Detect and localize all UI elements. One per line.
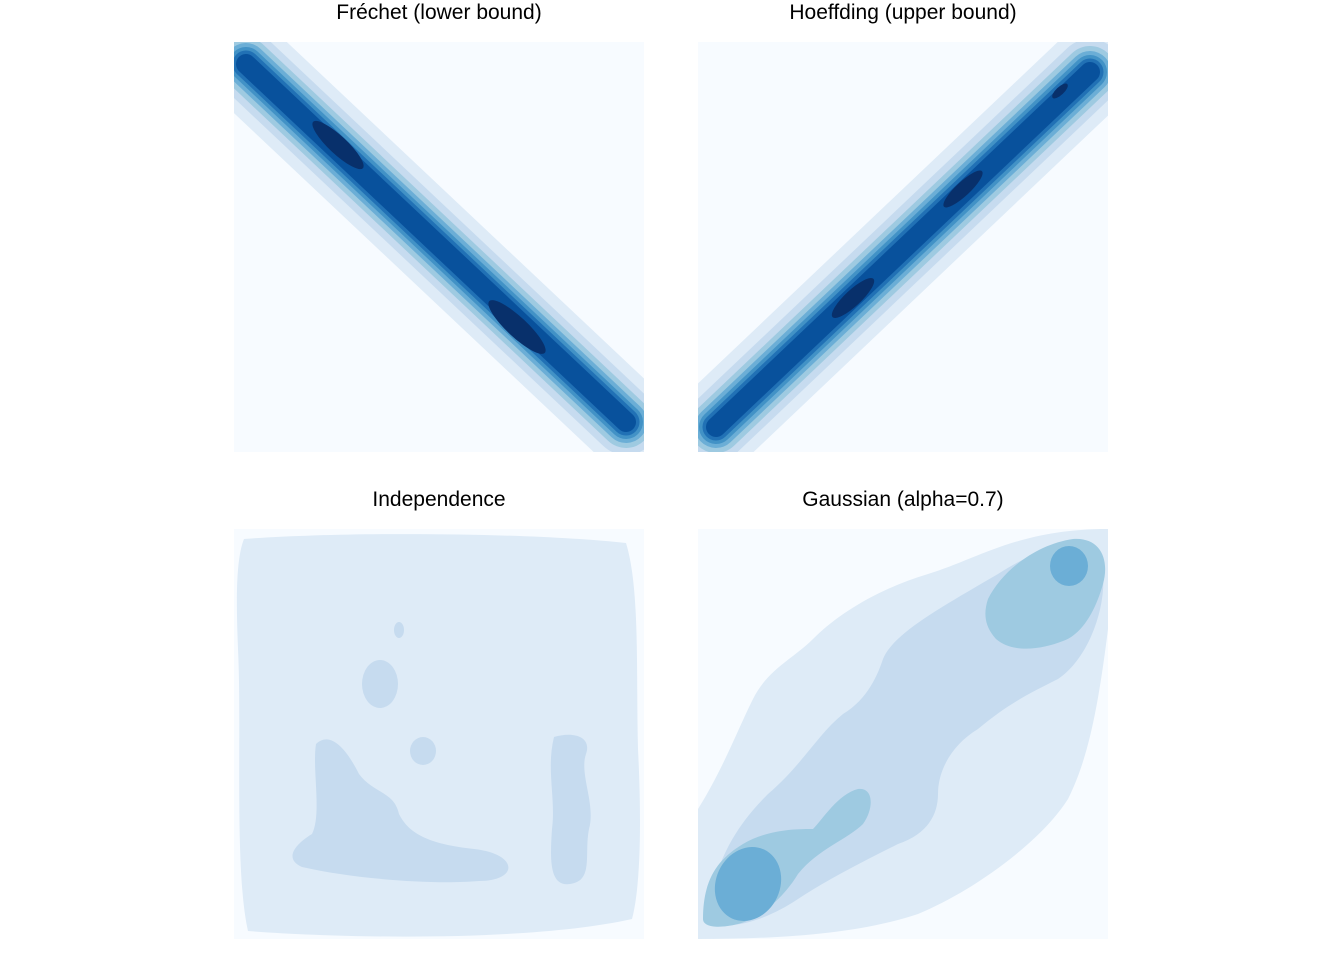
density-level-2	[292, 739, 509, 883]
hoeffding-density-plot	[698, 42, 1108, 452]
density-peak-level-8	[488, 300, 546, 354]
density-band-level-7	[706, 62, 1100, 437]
density-band-level-7	[236, 54, 636, 432]
density-peak-level-4	[714, 847, 782, 921]
panel-title-gaussian: Gaussian (alpha=0.7)	[802, 488, 1004, 511]
density-peak-level-4	[1050, 546, 1088, 586]
density-peak-level-8	[312, 120, 364, 170]
frechet-density-plot	[234, 42, 644, 452]
density-level-2	[362, 660, 398, 708]
density-level-2	[410, 737, 436, 765]
panel-title-frechet: Fréchet (lower bound)	[336, 1, 542, 24]
density-level-2	[394, 622, 404, 638]
density-peak-level-8	[1052, 83, 1068, 99]
panel-title-independence: Independence	[372, 488, 506, 511]
density-peak-level-8	[831, 278, 875, 318]
gaussian-density-plot	[698, 529, 1108, 939]
density-level-2	[550, 734, 591, 885]
independence-density-plot	[234, 529, 644, 939]
panel-title-hoeffding: Hoeffding (upper bound)	[789, 1, 1017, 24]
density-peak-level-8	[943, 170, 983, 208]
